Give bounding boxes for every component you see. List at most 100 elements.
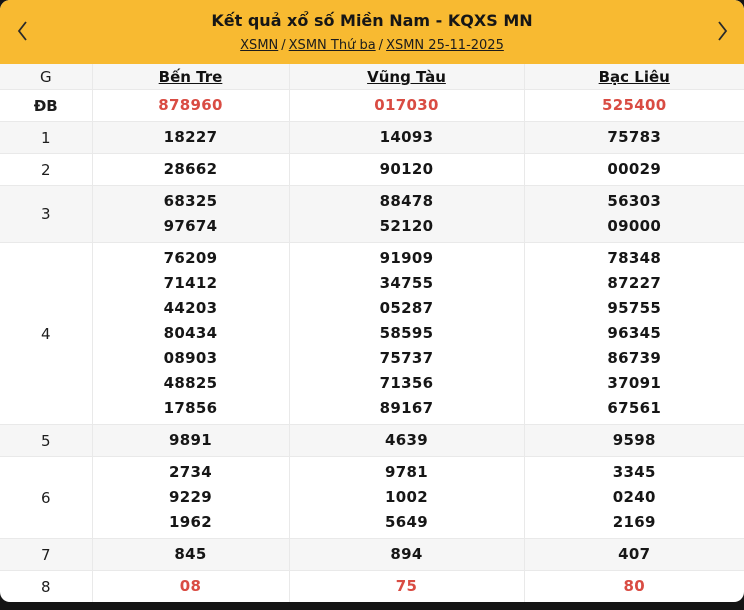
- prize-label: 8: [0, 570, 93, 602]
- prize-label: 3: [0, 185, 93, 243]
- prize-number: 90120: [379, 160, 434, 178]
- prize-cell: 9598: [524, 425, 744, 457]
- prize-number: 91909: [379, 249, 434, 267]
- prize-number: 9598: [612, 431, 656, 449]
- prize-cell: 525400: [524, 90, 744, 122]
- prize-number: 34755: [379, 274, 434, 292]
- prize-row: 4 76209 71412 44203 80434 08903 48825 17856 9190…: [0, 242, 744, 425]
- prize-row: ĐB 878960 017030 525400: [0, 89, 744, 122]
- prize-number: 017030: [374, 96, 439, 114]
- prize-number: 407: [618, 545, 651, 563]
- prize-number: 4639: [385, 431, 428, 449]
- province-cell: Vũng Tàu: [289, 64, 525, 90]
- prev-day-button[interactable]: [0, 0, 44, 64]
- prize-number: 00029: [607, 160, 662, 178]
- prize-cell: 9781 1002 5649: [289, 456, 525, 539]
- prize-number: 525400: [602, 96, 667, 114]
- prize-cell: 2734 9229 1962: [92, 456, 290, 539]
- breadcrumb-link-xsmn[interactable]: XSMN: [240, 38, 279, 53]
- prize-number: 878960: [158, 96, 223, 114]
- province-link-ben-tre[interactable]: Bến Tre: [158, 68, 223, 86]
- breadcrumb: XSMN / XSMN Thứ ba / XSMN 25-11-2025: [48, 38, 696, 53]
- prize-number: 44203: [163, 299, 218, 317]
- breadcrumb-link-weekday[interactable]: XSMN Thứ ba: [288, 38, 376, 53]
- prize-number: 2734: [169, 463, 212, 481]
- prize-number: 2169: [612, 513, 656, 531]
- prize-label: 7: [0, 538, 93, 571]
- prize-cell: 28662: [92, 153, 290, 186]
- prize-number: 89167: [379, 399, 434, 417]
- prize-number: 75737: [379, 349, 434, 367]
- prize-cell: 68325 97674: [92, 185, 290, 243]
- prize-number: 87227: [607, 274, 662, 292]
- prize-row: 6 2734 9229 1962 9781 1002 5649 3345 0240 2169: [0, 456, 744, 539]
- prize-cell: 76209 71412 44203 80434 08903 48825 17856: [92, 242, 290, 425]
- prize-row: 2 28662 90120 00029: [0, 153, 744, 186]
- prize-number: 80: [623, 577, 645, 595]
- prize-number: 845: [174, 545, 207, 563]
- prize-row: 3 68325 97674 88478 52120 56303 09000: [0, 185, 744, 243]
- prize-number: 0240: [612, 488, 656, 506]
- province-link-vung-tau[interactable]: Vũng Tàu: [367, 68, 446, 86]
- prize-number: 894: [390, 545, 423, 563]
- prize-label: 5: [0, 424, 93, 457]
- header-center: Kết quả xổ số Miền Nam - KQXS MN XSMN / XS…: [0, 11, 744, 53]
- prize-number: 05287: [379, 299, 434, 317]
- prize-cell: 3345 0240 2169: [524, 457, 744, 539]
- prize-number: 08903: [163, 349, 218, 367]
- prize-cell: 88478 52120: [289, 185, 525, 243]
- prize-cell: 407: [524, 539, 744, 571]
- prize-label: 2: [0, 153, 93, 186]
- prize-number: 88478: [379, 192, 434, 210]
- prize-number: 86739: [607, 349, 662, 367]
- prize-number: 78348: [607, 249, 662, 267]
- prize-cell: 56303 09000: [524, 186, 744, 243]
- prize-cell: 75: [289, 570, 525, 602]
- prize-label: 6: [0, 456, 93, 539]
- prize-cell: 75783: [524, 122, 744, 154]
- prize-number: 97674: [163, 217, 218, 235]
- prize-cell: 894: [289, 538, 525, 571]
- prize-number: 09000: [607, 217, 662, 235]
- prize-cell: 18227: [92, 121, 290, 154]
- prize-cell: 90120: [289, 153, 525, 186]
- prize-cell: 78348 87227 95755 96345 86739 37091 67561: [524, 243, 744, 425]
- prize-row: 7 845 894 407: [0, 538, 744, 571]
- prize-number: 80434: [163, 324, 218, 342]
- prize-number: 75783: [607, 128, 662, 146]
- province-link-bac-lieu[interactable]: Bạc Liêu: [598, 68, 670, 86]
- prize-number: 5649: [385, 513, 428, 531]
- prize-cell: 00029: [524, 154, 744, 186]
- prize-number: 48825: [163, 374, 218, 392]
- prize-number: 71412: [163, 274, 218, 292]
- next-day-button[interactable]: [700, 0, 744, 64]
- prize-cell: 017030: [289, 89, 525, 122]
- prize-number: 76209: [163, 249, 218, 267]
- province-header-row: G Bến Tre Vũng Tàu Bạc Liêu: [0, 64, 744, 90]
- results-table-body: G Bến Tre Vũng Tàu Bạc Liêu ĐB 878960 0170…: [0, 64, 744, 602]
- breadcrumb-separator: /: [281, 38, 286, 53]
- prize-column-header: G: [0, 64, 93, 90]
- prize-cell: 878960: [92, 89, 290, 122]
- prize-number: 18227: [163, 128, 218, 146]
- breadcrumb-link-date[interactable]: XSMN 25-11-2025: [386, 38, 504, 53]
- breadcrumb-separator: /: [378, 38, 384, 53]
- prize-label: 4: [0, 242, 93, 425]
- chevron-left-icon: [15, 20, 30, 45]
- prize-number: 3345: [612, 463, 656, 481]
- prize-number: 58595: [379, 324, 434, 342]
- prize-cell: 4639: [289, 424, 525, 457]
- prize-cell: 80: [524, 571, 744, 603]
- page-title: Kết quả xổ số Miền Nam - KQXS MN: [211, 11, 533, 30]
- province-cell: Bạc Liêu: [524, 64, 744, 90]
- province-cell: Bến Tre: [92, 64, 290, 90]
- prize-number: 75: [395, 577, 418, 595]
- prize-number: 9891: [169, 431, 212, 449]
- prize-label: 1: [0, 121, 93, 154]
- prize-cell: 14093: [289, 121, 525, 154]
- prize-number: 95755: [607, 299, 662, 317]
- prize-number: 52120: [379, 217, 434, 235]
- results-header: Kết quả xổ số Miền Nam - KQXS MN XSMN / XS…: [0, 0, 744, 64]
- prize-cell: 9891: [92, 424, 290, 457]
